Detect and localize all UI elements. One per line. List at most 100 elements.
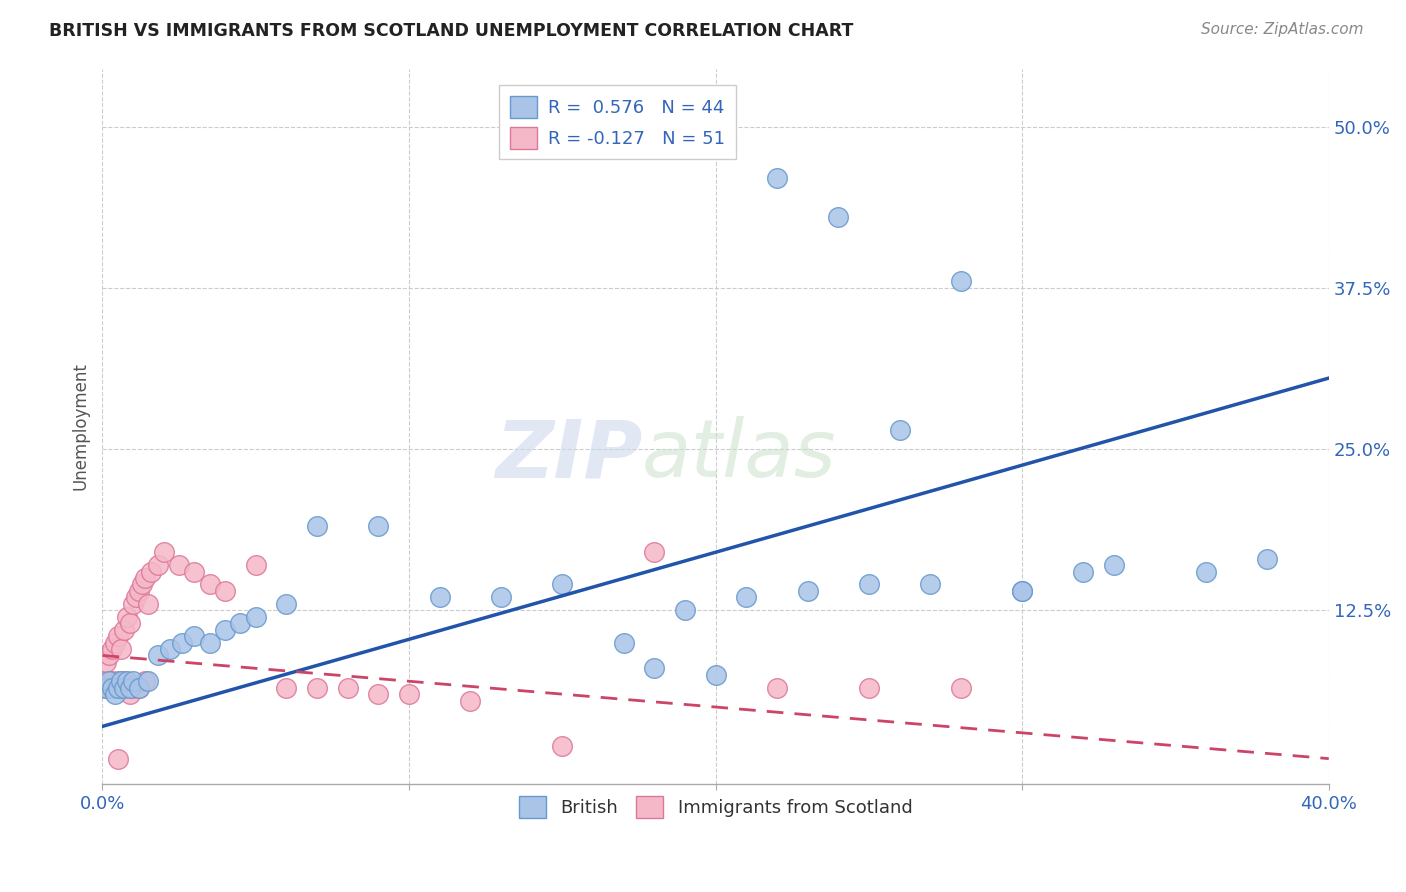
Point [115, 681, 138, 695]
Point [643, 661, 665, 675]
Point [198, 577, 221, 591]
Point [214, 583, 236, 598]
Point [104, 681, 127, 695]
Point [858, 577, 880, 591]
Text: Source: ZipAtlas.com: Source: ZipAtlas.com [1201, 22, 1364, 37]
Point [134, 571, 156, 585]
Point [122, 681, 145, 695]
Point [229, 616, 252, 631]
Point [138, 597, 160, 611]
Point [183, 629, 205, 643]
Point [735, 591, 758, 605]
Point [367, 519, 389, 533]
Point [125, 591, 148, 605]
Point [429, 591, 451, 605]
Point [172, 635, 194, 649]
Point [198, 635, 221, 649]
Point [489, 591, 512, 605]
Point [115, 674, 138, 689]
Point [367, 687, 389, 701]
Point [104, 635, 127, 649]
Point [110, 681, 132, 695]
Point [796, 583, 818, 598]
Point [1102, 558, 1125, 573]
Y-axis label: Unemployment: Unemployment [72, 362, 89, 491]
Point [146, 558, 169, 573]
Point [245, 609, 267, 624]
Point [122, 597, 145, 611]
Point [551, 739, 574, 753]
Point [128, 681, 150, 695]
Point [551, 577, 574, 591]
Point [1256, 551, 1278, 566]
Point [112, 674, 135, 689]
Point [100, 681, 122, 695]
Point [183, 565, 205, 579]
Point [128, 681, 150, 695]
Point [94, 681, 117, 695]
Point [276, 681, 298, 695]
Text: ZIP: ZIP [495, 416, 643, 494]
Point [276, 597, 298, 611]
Point [118, 681, 141, 695]
Point [949, 681, 972, 695]
Point [97, 681, 120, 695]
Point [112, 623, 135, 637]
Point [398, 687, 420, 701]
Point [1073, 565, 1095, 579]
Point [138, 674, 160, 689]
Point [94, 674, 117, 689]
Point [122, 674, 145, 689]
Text: atlas: atlas [643, 416, 837, 494]
Point [107, 751, 129, 765]
Point [97, 648, 120, 663]
Point [245, 558, 267, 573]
Point [152, 545, 174, 559]
Point [920, 577, 942, 591]
Point [858, 681, 880, 695]
Point [159, 642, 181, 657]
Point [115, 609, 138, 624]
Point [889, 423, 911, 437]
Point [766, 171, 789, 186]
Point [613, 635, 636, 649]
Point [1011, 583, 1033, 598]
Point [131, 577, 153, 591]
Point [1195, 565, 1218, 579]
Point [643, 545, 665, 559]
Point [100, 681, 122, 695]
Point [336, 681, 359, 695]
Point [704, 667, 727, 681]
Text: BRITISH VS IMMIGRANTS FROM SCOTLAND UNEMPLOYMENT CORRELATION CHART: BRITISH VS IMMIGRANTS FROM SCOTLAND UNEM… [49, 22, 853, 40]
Point [949, 274, 972, 288]
Point [766, 681, 789, 695]
Point [118, 616, 141, 631]
Point [214, 623, 236, 637]
Point [305, 519, 328, 533]
Point [1011, 583, 1033, 598]
Point [100, 674, 122, 689]
Point [118, 687, 141, 701]
Point [112, 681, 135, 695]
Point [134, 674, 156, 689]
Point [146, 648, 169, 663]
Point [107, 681, 129, 695]
Point [128, 583, 150, 598]
Point [94, 655, 117, 669]
Legend: British, Immigrants from Scotland: British, Immigrants from Scotland [512, 789, 920, 825]
Point [673, 603, 696, 617]
Point [97, 681, 120, 695]
Point [305, 681, 328, 695]
Point [107, 629, 129, 643]
Point [141, 565, 163, 579]
Point [97, 674, 120, 689]
Point [100, 642, 122, 657]
Point [104, 687, 127, 701]
Point [460, 693, 482, 707]
Point [827, 210, 849, 224]
Point [104, 681, 127, 695]
Point [110, 674, 132, 689]
Point [167, 558, 190, 573]
Point [107, 674, 129, 689]
Point [94, 681, 117, 695]
